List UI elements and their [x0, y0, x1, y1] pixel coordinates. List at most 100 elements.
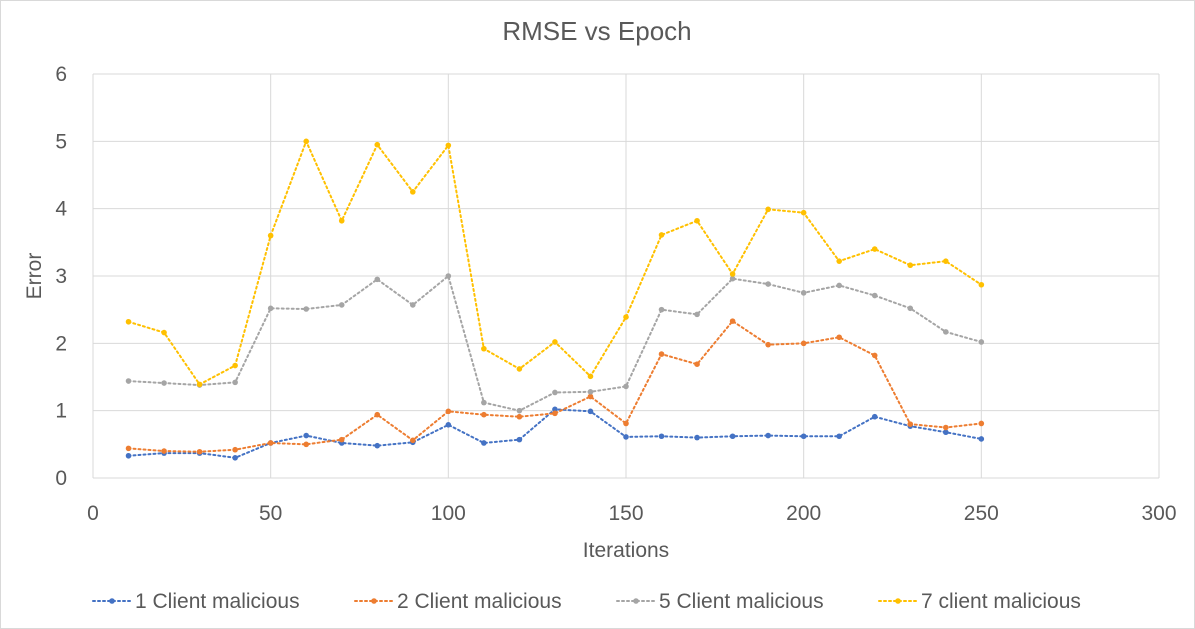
- series-4: [125, 138, 985, 388]
- data-point: [303, 138, 310, 145]
- y-tick-label: 6: [55, 63, 67, 86]
- data-point: [623, 434, 629, 440]
- y-axis-title: Error: [23, 253, 46, 300]
- x-axis-tick-labels: 0 50 100 150 200 250 300: [87, 502, 1176, 525]
- data-point: [410, 302, 416, 308]
- data-point: [445, 422, 452, 428]
- data-point: [303, 306, 310, 312]
- chart-title: RMSE vs Epoch: [502, 16, 691, 46]
- data-point: [552, 410, 558, 417]
- data-point: [481, 440, 487, 446]
- data-point: [267, 305, 274, 312]
- data-point: [943, 429, 949, 436]
- data-point: [907, 421, 914, 427]
- data-point: [232, 455, 238, 461]
- data-point: [765, 206, 771, 213]
- legend-swatch-marker: [371, 598, 377, 604]
- data-point: [943, 329, 949, 335]
- data-point: [552, 406, 558, 413]
- data-point: [729, 271, 736, 277]
- data-point: [445, 273, 452, 279]
- legend-item: 7 client malicious: [878, 590, 1081, 613]
- data-point: [587, 393, 594, 400]
- data-point: [729, 275, 736, 282]
- data-point: [338, 302, 345, 308]
- data-point: [516, 407, 523, 414]
- x-tick-label: 250: [964, 502, 999, 525]
- data-point: [161, 329, 167, 336]
- data-point: [800, 209, 807, 216]
- data-point: [729, 433, 736, 440]
- data-point: [800, 340, 807, 347]
- data-point: [623, 314, 629, 320]
- data-point: [623, 383, 629, 390]
- data-point: [978, 339, 985, 345]
- data-point: [587, 373, 594, 380]
- data-point: [943, 424, 949, 431]
- data-point: [587, 389, 594, 395]
- data-point: [694, 434, 700, 441]
- data-point: [552, 339, 558, 345]
- legend: 1 Client malicious 2 Client malicious 5 Cl…: [92, 590, 1081, 613]
- data-point: [303, 441, 310, 448]
- x-tick-label: 100: [431, 502, 466, 525]
- data-point: [658, 351, 665, 357]
- x-tick-label: 0: [87, 502, 99, 525]
- data-point: [871, 292, 878, 299]
- series-3: [125, 273, 985, 414]
- data-point: [658, 306, 665, 313]
- data-point: [623, 420, 629, 427]
- data-point: [836, 282, 842, 289]
- gridlines: [92, 73, 1160, 479]
- legend-item: 5 Client malicious: [616, 590, 824, 613]
- data-point: [516, 413, 523, 420]
- x-tick-label: 150: [608, 502, 643, 525]
- data-point: [836, 334, 842, 341]
- data-point: [481, 345, 487, 352]
- y-tick-label: 3: [55, 265, 67, 288]
- data-point: [871, 246, 878, 252]
- legend-label: 5 Client malicious: [659, 590, 824, 613]
- legend-swatch-marker: [633, 598, 639, 604]
- x-axis-title: Iterations: [583, 539, 669, 562]
- data-point: [125, 452, 132, 459]
- data-point: [161, 448, 167, 454]
- legend-item: 1 Client malicious: [92, 590, 300, 613]
- data-point: [943, 258, 949, 264]
- data-point: [765, 432, 771, 439]
- data-point: [125, 378, 132, 384]
- data-point: [836, 433, 842, 440]
- x-tick-label: 50: [259, 502, 282, 525]
- data-point: [374, 411, 381, 418]
- data-point: [800, 433, 807, 440]
- data-point: [658, 433, 665, 440]
- data-point: [338, 436, 345, 443]
- data-point: [445, 142, 452, 149]
- series-2: [125, 318, 985, 455]
- data-point: [410, 437, 416, 444]
- data-point: [125, 445, 132, 452]
- data-point: [125, 318, 132, 325]
- data-point: [978, 436, 985, 442]
- y-tick-label: 2: [55, 332, 67, 355]
- data-point: [871, 413, 878, 420]
- x-tick-label: 200: [786, 502, 821, 525]
- data-point: [694, 361, 700, 368]
- data-point: [161, 380, 167, 386]
- legend-label: 7 client malicious: [921, 590, 1081, 613]
- data-point: [267, 232, 274, 239]
- data-point: [978, 420, 985, 427]
- data-point: [800, 290, 807, 296]
- y-tick-label: 0: [55, 467, 67, 490]
- y-tick-label: 1: [55, 400, 67, 423]
- data-point: [516, 366, 523, 372]
- data-point: [978, 281, 985, 288]
- data-point: [871, 352, 878, 359]
- legend-label: 1 Client malicious: [135, 590, 300, 613]
- data-point: [516, 436, 523, 443]
- x-tick-label: 300: [1141, 502, 1176, 525]
- data-point: [410, 189, 416, 195]
- data-point: [836, 258, 842, 264]
